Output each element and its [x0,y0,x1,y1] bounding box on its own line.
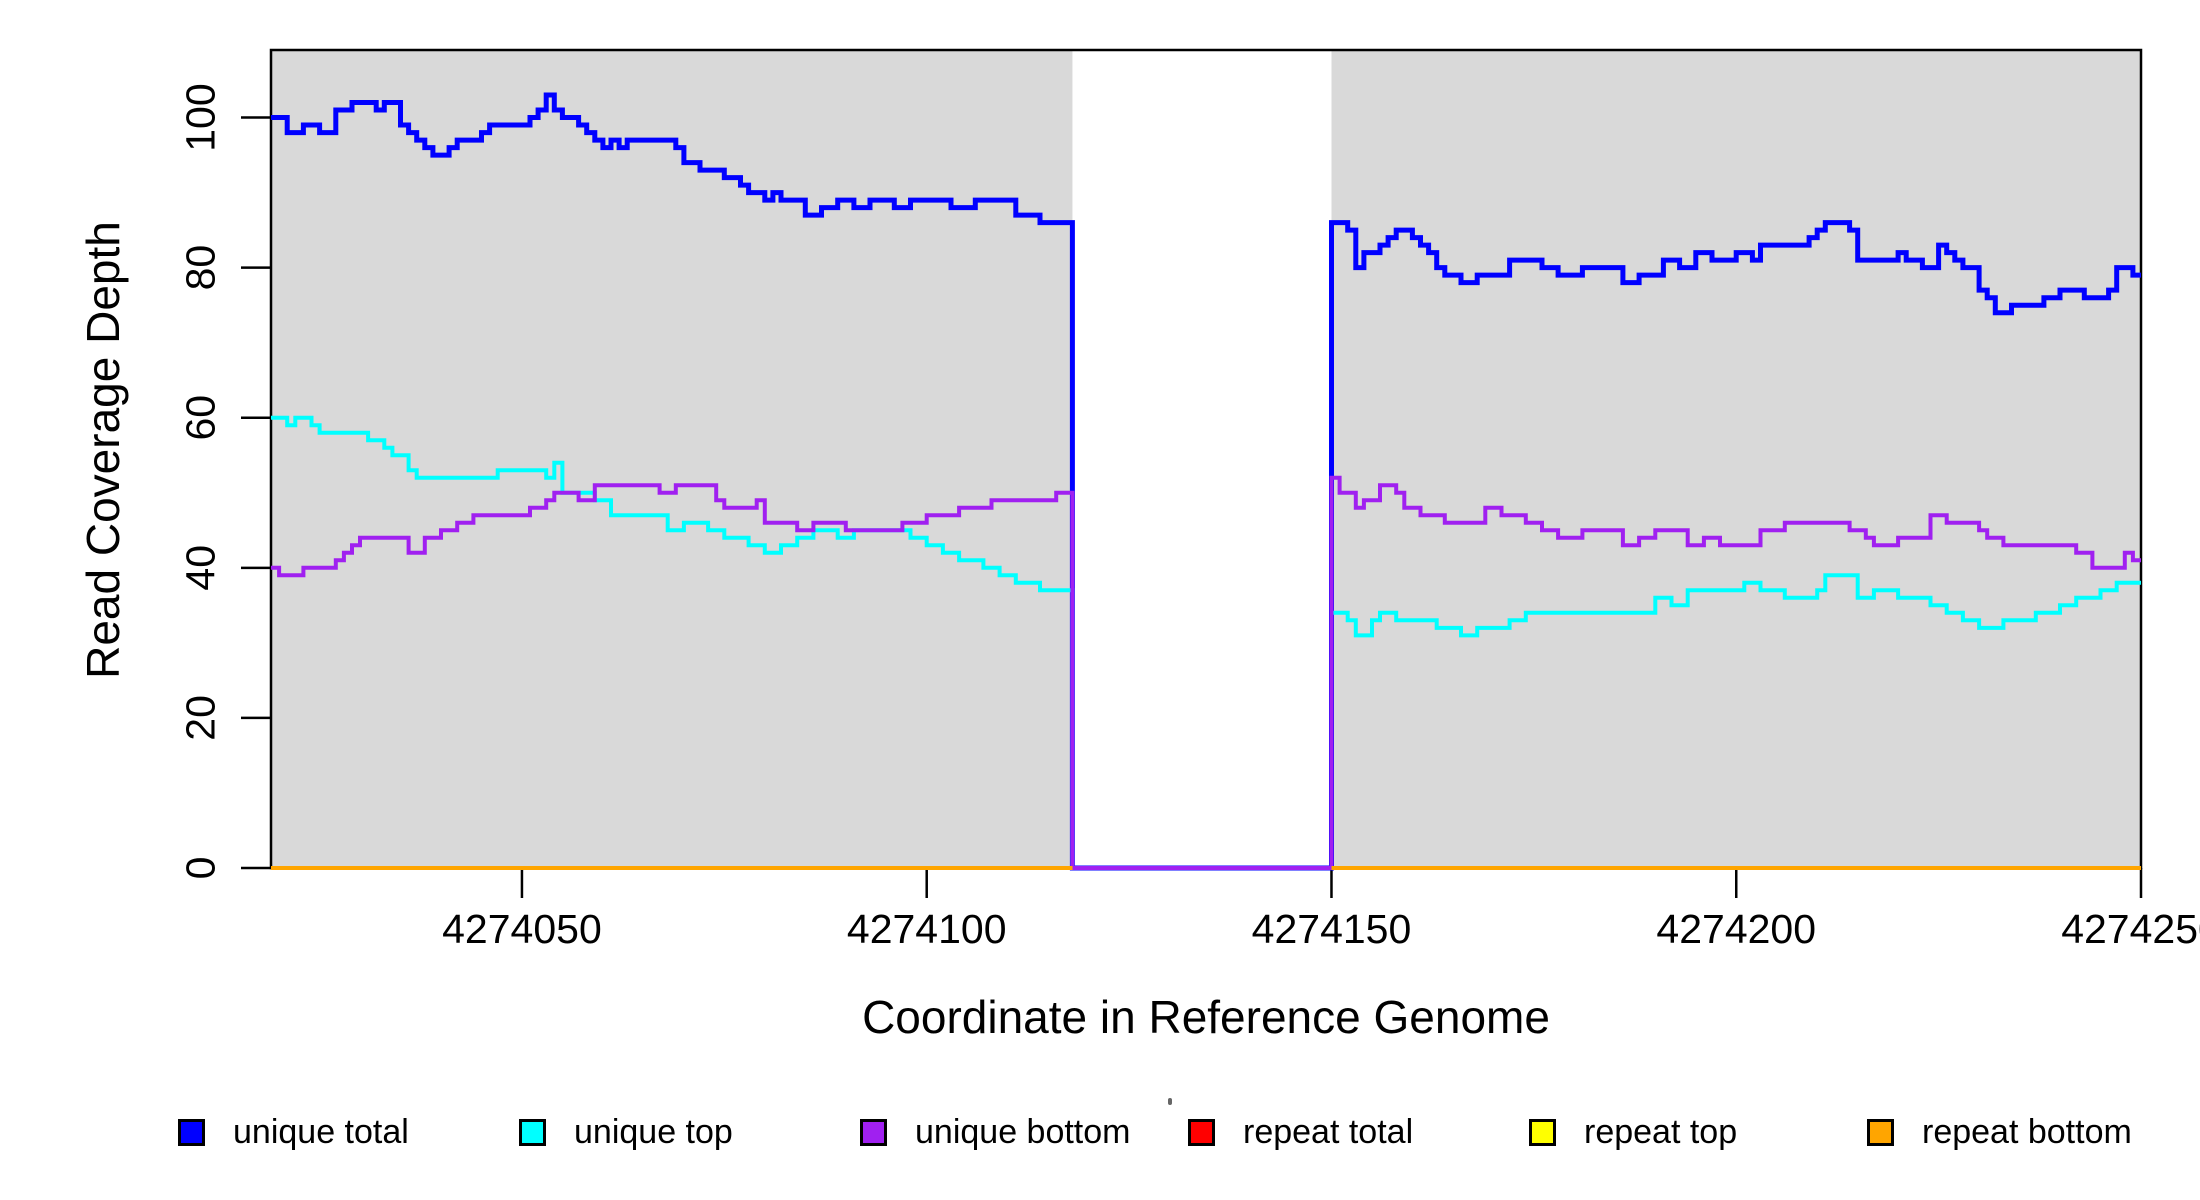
coverage-region-band [271,50,1073,868]
legend-swatch [860,1119,887,1146]
legend-swatch [519,1119,546,1146]
legend-label: unique bottom [915,1113,1131,1151]
x-axis-tick-label: 4274050 [442,906,602,952]
legend-label: unique top [574,1113,733,1151]
legend-item-unique-bottom: unique bottom [860,1113,1131,1152]
y-axis-tick-label: 80 [177,245,223,291]
legend-swatch [1188,1119,1215,1146]
legend-item-unique-total: unique total [178,1113,409,1152]
legend-label: unique total [233,1113,409,1151]
series-path-unique-top [271,415,2141,870]
x-axis-tick-label: 4274100 [847,906,1007,952]
legend-label: repeat total [1243,1113,1414,1151]
y-axis-tick-label: 40 [177,545,223,591]
legend-item-repeat-total: repeat total [1188,1113,1413,1152]
legend-label: repeat top [1584,1113,1738,1151]
y-axis-tick-label: 0 [177,857,223,880]
coverage-region-band [1331,50,2141,868]
legend-swatch [1867,1119,1894,1146]
y-axis-tick-label: 60 [177,395,223,441]
legend-item-unique-top: unique top [519,1113,733,1152]
x-axis-title: Coordinate in Reference Genome [862,991,1550,1043]
y-axis-tick-label: 100 [177,83,223,151]
legend-label: repeat bottom [1922,1113,2132,1151]
x-axis-tick-label: 4274150 [1252,906,1412,952]
legend-item-repeat-top: repeat top [1529,1113,1737,1152]
legend-swatch [1529,1119,1556,1146]
series-path-unique-bottom [271,475,2141,870]
stray-dot-artifact [1168,1098,1172,1105]
legend-item-repeat-bottom: repeat bottom [1867,1113,2132,1152]
legend-swatch [178,1119,205,1146]
y-axis-tick-label: 20 [177,695,223,741]
x-axis-tick-label: 4274200 [1656,906,1816,952]
y-axis-title: Read Coverage Depth [77,221,129,679]
